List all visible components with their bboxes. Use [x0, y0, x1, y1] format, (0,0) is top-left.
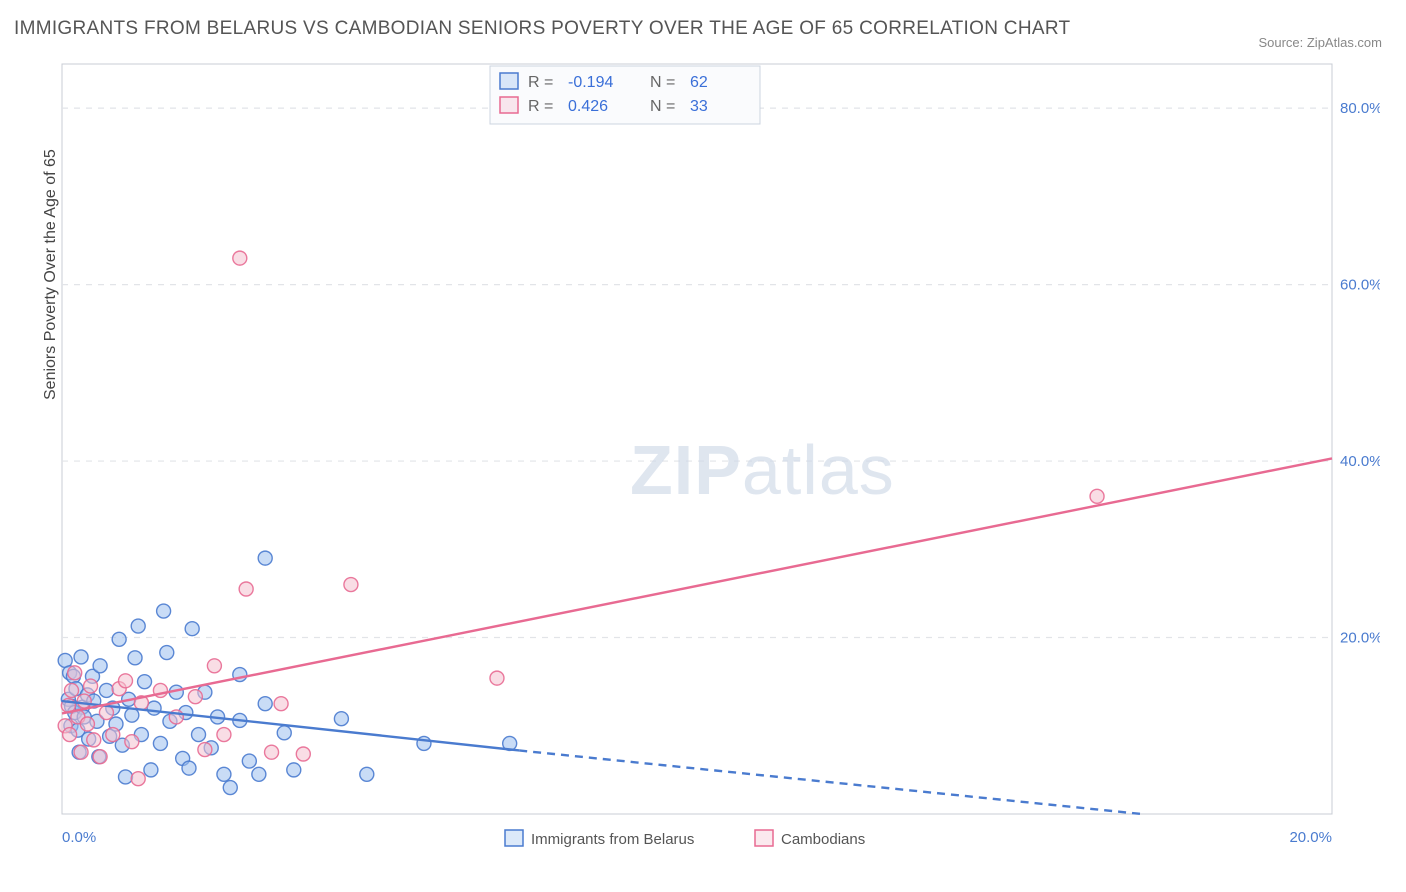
svg-text:60.0%: 60.0% — [1340, 277, 1380, 294]
svg-text:20.0%: 20.0% — [1289, 829, 1332, 846]
svg-text:40.0%: 40.0% — [1340, 453, 1380, 470]
svg-text:N =: N = — [650, 98, 675, 115]
scatter-chart: 20.0% 40.0% 60.0% 80.0% 0.0% 20.0% R = -0.194 N … — [50, 60, 1380, 860]
svg-text:62: 62 — [690, 74, 708, 91]
svg-text:33: 33 — [690, 98, 708, 115]
svg-text:R =: R = — [528, 98, 553, 115]
chart-container: Seniors Poverty Over the Age of 65 ZIPat… — [50, 60, 1380, 850]
svg-text:N =: N = — [650, 74, 675, 91]
svg-text:Immigrants from Belarus: Immigrants from Belarus — [531, 831, 694, 848]
svg-text:20.0%: 20.0% — [1340, 630, 1380, 647]
source-attribution: Source: ZipAtlas.com — [1258, 35, 1382, 50]
svg-text:R =: R = — [528, 74, 553, 91]
svg-text:0.426: 0.426 — [568, 98, 608, 115]
svg-text:0.0%: 0.0% — [62, 829, 96, 846]
source-prefix: Source: — [1258, 35, 1306, 50]
svg-text:80.0%: 80.0% — [1340, 100, 1380, 117]
source-name: ZipAtlas.com — [1307, 35, 1382, 50]
chart-title: IMMIGRANTS FROM BELARUS VS CAMBODIAN SEN… — [14, 18, 1070, 40]
y-axis-label: Seniors Poverty Over the Age of 65 — [42, 149, 60, 400]
svg-text:Cambodians: Cambodians — [781, 831, 865, 848]
svg-text:-0.194: -0.194 — [568, 74, 613, 91]
